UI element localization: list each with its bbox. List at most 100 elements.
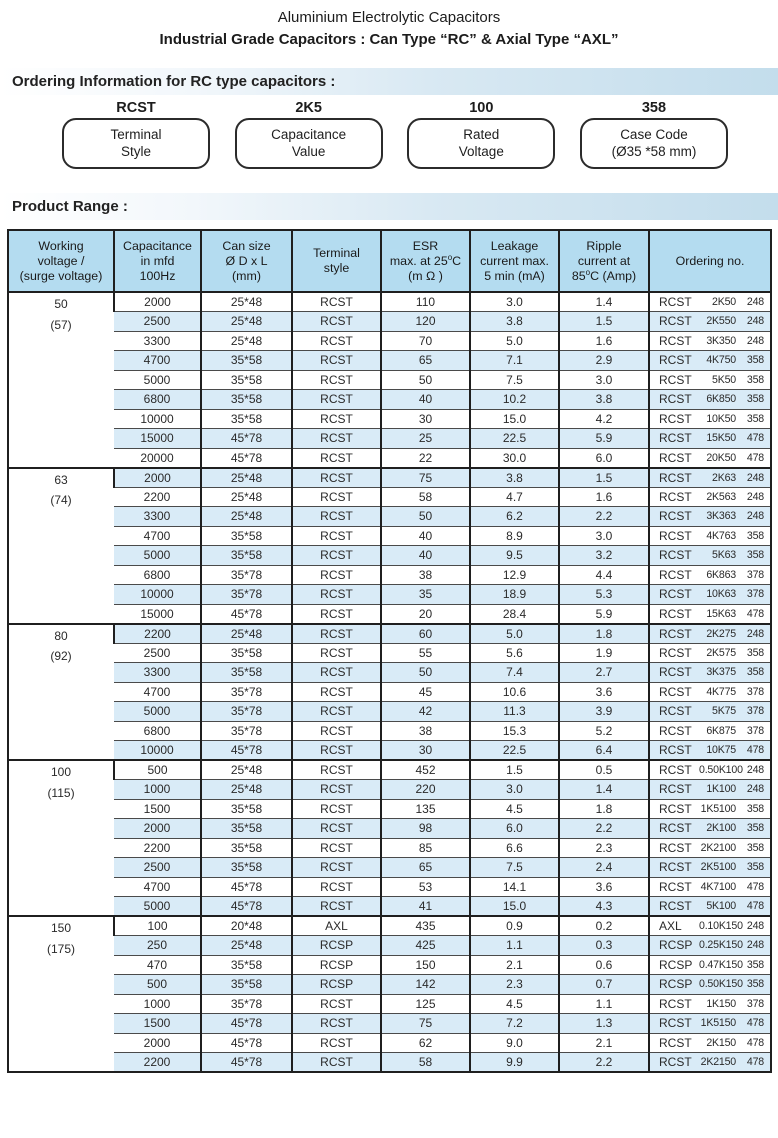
cell-leakage-current: 7.2 [469,1013,559,1033]
ordering-part-code: 2K100 [706,822,736,835]
table-row: 5000 35*58 RCST 40 9.5 3.2 RCST 5K63 358 [8,545,771,565]
cell-esr: 50 [380,662,470,682]
ordering-part-code: 10K75 [706,744,736,756]
ordering-terminal-code: RCST [659,996,692,1011]
cell-esr: 40 [380,525,470,546]
ordering-part-code: 1K150 [706,997,736,1010]
cell-capacitance: 20000 [114,447,201,468]
ordering-part-code: 5K50 [712,373,736,386]
cell-leakage-current: 11.3 [469,701,559,721]
cell-capacitance: 3300 [114,330,201,351]
cell-terminal-style: RCST [291,857,381,877]
table-row: 250 25*48 RCSP 425 1.1 0.3 RCSP 0.25K150 248 [8,935,771,955]
cell-capacitance: 1000 [114,993,201,1014]
table-row: 5000 45*78 RCST 41 15.0 4.3 RCST 5K100 478 [8,896,771,916]
cell-capacitance: 2500 [114,311,201,331]
working-voltage-value: 50 [54,297,68,311]
ordering-no: RCST 3K350 248 [650,332,770,351]
cell-ordering-no: RCSP 0.47K150 358 [648,954,771,975]
ordering-part-code: 5K75 [712,705,736,718]
cell-can-size: 25*48 [200,506,292,526]
cell-terminal-style: RCSP [291,935,381,955]
cell-esr: 42 [380,701,470,721]
ordering-no: RCST 4K750 358 [650,351,770,370]
cell-can-size: 35*58 [200,369,292,390]
cell-can-size: 35*78 [200,584,292,604]
cell-terminal-style: RCST [291,330,381,351]
cell-leakage-current: 3.8 [469,466,559,487]
table-row: 150 (175) 100 20*48 AXL 435 0.9 0.2 AXL 0.10K150 2… [8,915,771,1072]
cell-capacitance: 5000 [114,369,201,390]
table-row: 4700 35*78 RCST 45 10.6 3.6 RCST 4K775 378 [8,681,771,702]
cell-ordering-no: RCST 2K563 248 [648,486,771,507]
cell-esr: 120 [380,311,470,331]
ordering-no: RCST 15K50 478 [650,429,770,448]
cell-working-voltage-group: 100 (115) [8,759,114,916]
col-header-terminal-style: Terminal style [291,230,381,293]
ordering-no: RCST 2K50 248 [650,293,770,311]
table-row: 3300 25*48 RCST 50 6.2 2.2 RCST 3K363 248 [8,506,771,526]
cell-ripple-current: 2.4 [558,857,649,877]
cell-leakage-current: 10.2 [469,389,559,409]
cell-terminal-style: RCST [291,1052,381,1072]
cell-leakage-current: 28.4 [469,603,559,624]
ordering-no: RCST 2K63 248 [650,469,770,487]
cell-can-size: 25*48 [200,311,292,331]
cell-ordering-no: RCST 2K575 358 [648,642,771,663]
cell-leakage-current: 4.7 [469,486,559,507]
ordering-no: RCST 0.50K100 248 [650,761,770,779]
cell-ripple-current: 3.0 [558,369,649,390]
cell-terminal-style: RCST [291,408,381,429]
ordering-terminal-code: RCST [659,840,692,855]
cell-terminal-style: RCST [291,1032,381,1053]
cell-esr: 35 [380,584,470,604]
cell-ordering-no: RCSP 0.50K150 358 [648,974,771,994]
ordering-code-label: Rated Voltage [458,127,504,159]
ordering-code-breakdown: RCST Terminal Style 2K5 Capacitance Value 100 R… [0,99,778,169]
cell-ripple-current: 6.0 [558,447,649,468]
cell-ordering-no: RCST 1K150 378 [648,993,771,1014]
cell-leakage-current: 7.5 [469,369,559,390]
cell-ripple-current: 1.4 [558,779,649,799]
cell-leakage-current: 9.5 [469,545,559,565]
ordering-case-code: 248 [746,490,764,503]
cell-terminal-style: RCST [291,564,381,585]
table-row: 4700 45*78 RCST 53 14.1 3.6 RCST 4K7100 478 [8,876,771,897]
cell-ripple-current: 0.3 [558,935,649,955]
table-row: 2200 25*48 RCST 58 4.7 1.6 RCST 2K563 248 [8,486,771,507]
cell-terminal-style: RCST [291,993,381,1014]
table-row: 10000 35*58 RCST 30 15.0 4.2 RCST 10K50 358 [8,408,771,429]
ordering-no: RCST 2K2150 478 [650,1053,770,1071]
table-row: 2000 35*58 RCST 98 6.0 2.2 RCST 2K100 358 [8,818,771,838]
cell-esr: 20 [380,603,470,624]
cell-terminal-style: RCST [291,311,381,331]
ordering-case-code: 358 [746,646,764,659]
cell-working-voltage-group: 63 (74) [8,466,114,624]
cell-leakage-current: 6.0 [469,818,559,838]
cell-ordering-no: RCST 5K100 478 [648,896,771,916]
table-row: 1000 35*78 RCST 125 4.5 1.1 RCST 1K150 378 [8,993,771,1014]
ordering-terminal-code: RCST [659,626,692,641]
cell-ripple-current: 1.4 [558,291,649,312]
ordering-part-code: 1K5150 [700,1017,737,1030]
ordering-case-code: 378 [746,724,764,737]
cell-capacitance: 2000 [114,818,201,838]
ordering-case-code: 358 [746,393,764,406]
cell-ripple-current: 4.2 [558,408,649,429]
ordering-case-code: 358 [746,958,764,971]
cell-can-size: 35*78 [200,681,292,702]
ordering-no: RCST 1K100 248 [650,780,770,799]
ordering-case-code: 358 [746,549,764,562]
cell-esr: 220 [380,779,470,799]
cell-ordering-no: RCST 2K50 248 [648,291,771,312]
cell-can-size: 35*78 [200,564,292,585]
cell-ordering-no: RCST 2K100 358 [648,818,771,838]
cell-ordering-no: RCST 4K775 378 [648,681,771,702]
ordering-case-code: 358 [746,841,764,854]
table-row: 4700 35*58 RCST 65 7.1 2.9 RCST 4K750 358 [8,350,771,370]
table-row: 1500 35*58 RCST 135 4.5 1.8 RCST 1K5100 358 [8,798,771,819]
ordering-terminal-code: AXL [659,919,682,933]
cell-esr: 58 [380,1052,470,1072]
cell-capacitance: 2500 [114,642,201,663]
cell-esr: 75 [380,1013,470,1033]
